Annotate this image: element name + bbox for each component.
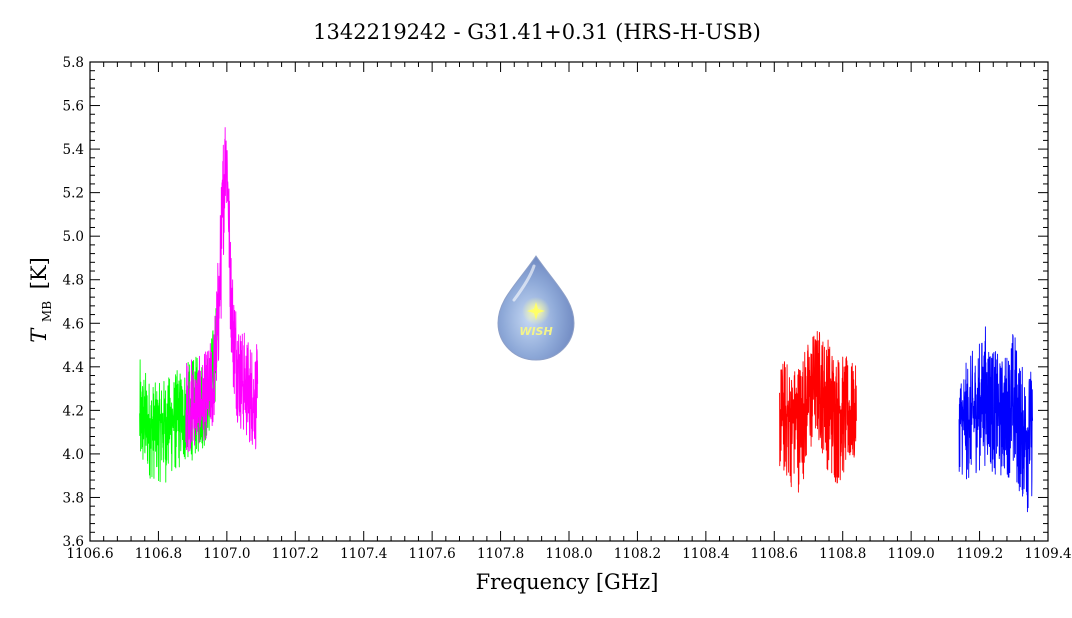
x-tick-label: 1107.6 xyxy=(409,546,456,562)
spectrum-series-4 xyxy=(958,326,1034,513)
x-tick-label: 1108.0 xyxy=(545,546,592,562)
x-tick-label: 1108.8 xyxy=(819,546,866,562)
wish-logo: WISH xyxy=(497,255,575,361)
y-tick-label: 3.6 xyxy=(63,534,84,550)
y-tick-label: 4.2 xyxy=(63,403,84,419)
y-tick-label: 5.6 xyxy=(63,99,84,115)
x-tick-label: 1106.8 xyxy=(135,546,182,562)
x-tick-label: 1107.0 xyxy=(203,546,250,562)
plot-frame xyxy=(89,61,1049,542)
wish-logo-text: WISH xyxy=(519,325,552,338)
y-tick-label: 4.4 xyxy=(63,360,84,376)
x-tick-label: 1107.4 xyxy=(340,546,387,562)
x-tick-label: 1108.6 xyxy=(751,546,798,562)
y-axis-label-main: T xyxy=(27,327,51,343)
y-tick-label: 4.0 xyxy=(63,447,84,463)
chart-title: 1342219242 - G31.41+0.31 (HRS-H-USB) xyxy=(313,20,761,44)
y-tick-label: 5.4 xyxy=(63,142,84,158)
x-tick-label: 1109.0 xyxy=(888,546,935,562)
y-tick-label: 5.2 xyxy=(63,186,84,202)
y-tick-label: 4.8 xyxy=(63,273,84,289)
y-tick-label: 4.6 xyxy=(63,316,84,332)
y-axis-label: T MB [K] xyxy=(27,257,56,343)
y-axis-label-unit: [K] xyxy=(27,257,51,289)
x-tick-label: 1106.6 xyxy=(66,546,113,562)
y-tick-label: 3.8 xyxy=(63,490,84,506)
x-tick-label: 1109.4 xyxy=(1024,546,1071,562)
x-tick-label: 1107.8 xyxy=(477,546,524,562)
y-axis-label-sub: MB xyxy=(40,301,54,322)
x-tick-label: 1108.2 xyxy=(614,546,661,562)
x-tick-label: 1108.4 xyxy=(682,546,729,562)
x-axis-label: Frequency [GHz] xyxy=(476,570,659,594)
spectrum-series-3 xyxy=(778,331,857,493)
y-tick-label: 5.8 xyxy=(63,55,84,71)
spectrum-series-2 xyxy=(185,127,259,453)
y-tick-label: 5.0 xyxy=(63,229,84,245)
x-tick-label: 1109.2 xyxy=(956,546,1003,562)
x-tick-label: 1107.2 xyxy=(272,546,319,562)
svg-text:T MB [K]: T MB [K] xyxy=(27,257,56,343)
series-layer xyxy=(139,127,1034,513)
